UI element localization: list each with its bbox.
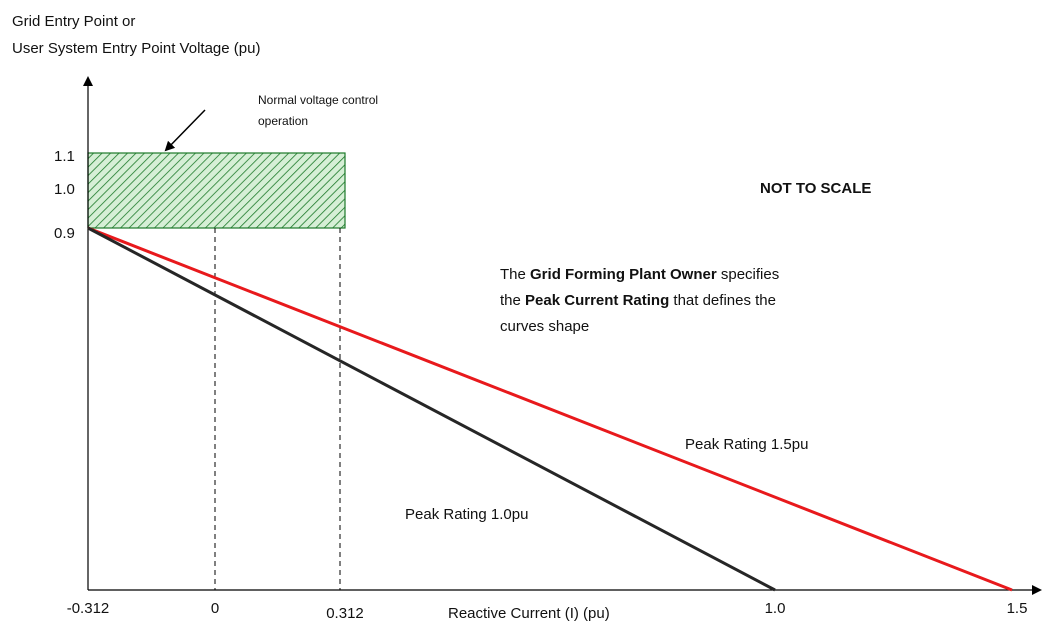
annotation-arrow xyxy=(164,109,206,152)
description-segment: specifies xyxy=(717,266,780,283)
normal-region xyxy=(87,152,346,229)
x-label: -0.312 xyxy=(67,600,110,617)
region-annotation: operation xyxy=(258,114,308,128)
description-segment: curves shape xyxy=(500,318,589,335)
curve-label: Peak Rating 1.5pu xyxy=(685,436,808,453)
description-segment: The xyxy=(500,266,530,283)
description-segment: the xyxy=(500,292,525,309)
y-label: 1.0 xyxy=(54,181,75,198)
description-segment: Peak Current Rating xyxy=(525,292,669,309)
x-label: 0 xyxy=(211,600,219,617)
x-label: 0.312 xyxy=(326,605,364,622)
y-label: 0.9 xyxy=(54,225,75,242)
note: NOT TO SCALE xyxy=(760,180,871,197)
title-line: User System Entry Point Voltage (pu) xyxy=(12,40,260,57)
x-label: 1.5 xyxy=(1007,600,1028,617)
description-line: the Peak Current Rating that defines the xyxy=(500,292,776,309)
description-line: The Grid Forming Plant Owner specifies xyxy=(500,266,779,283)
y-label: 1.1 xyxy=(54,148,75,165)
title-line: Grid Entry Point or xyxy=(12,13,135,30)
description-segment: that defines the xyxy=(669,292,776,309)
x-label: 1.0 xyxy=(765,600,786,617)
curve-1-0pu xyxy=(87,226,776,592)
description-line: curves shape xyxy=(500,318,589,335)
description-segment: Grid Forming Plant Owner xyxy=(530,266,717,283)
x-axis-title: Reactive Current (I) (pu) xyxy=(448,605,610,622)
curve-label: Peak Rating 1.0pu xyxy=(405,506,528,523)
region-annotation: Normal voltage control xyxy=(258,93,378,107)
curve-1-5pu xyxy=(87,226,1013,592)
